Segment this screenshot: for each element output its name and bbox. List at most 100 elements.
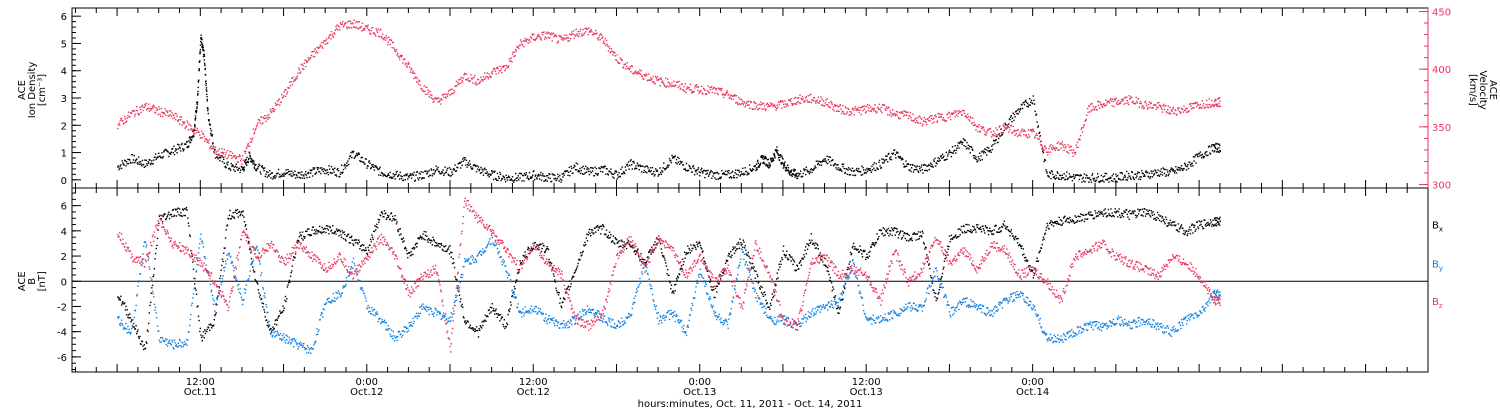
bx-point xyxy=(304,238,305,239)
density-point xyxy=(829,161,830,162)
velocity-point xyxy=(1180,111,1181,112)
bx-point xyxy=(485,321,486,322)
bx-point xyxy=(292,265,293,266)
density-point xyxy=(813,170,814,171)
bx-point xyxy=(320,231,321,232)
velocity-point xyxy=(961,114,962,115)
velocity-point xyxy=(869,105,870,106)
velocity-point xyxy=(446,97,447,98)
velocity-point xyxy=(787,103,788,104)
velocity-point xyxy=(939,116,940,117)
density-point xyxy=(1170,171,1171,172)
density-point xyxy=(1036,114,1037,115)
bx-point xyxy=(192,261,193,262)
velocity-point xyxy=(1172,108,1173,109)
bx-point xyxy=(321,233,322,234)
bx-point xyxy=(130,317,131,318)
velocity-point xyxy=(241,158,242,159)
bx-point xyxy=(487,316,488,317)
density-point xyxy=(182,148,183,149)
bx-point xyxy=(181,216,182,217)
velocity-point xyxy=(1014,130,1015,131)
bx-point xyxy=(313,233,314,234)
bx-point xyxy=(573,276,574,277)
velocity-point xyxy=(461,80,462,81)
density-point xyxy=(263,168,264,169)
velocity-point xyxy=(357,28,358,29)
bx-point xyxy=(933,290,934,291)
density-point xyxy=(1013,113,1014,114)
density-point xyxy=(328,174,329,175)
density-point xyxy=(830,157,831,158)
density-point xyxy=(721,176,722,177)
velocity-point xyxy=(1071,146,1072,147)
velocity-point xyxy=(630,71,631,72)
bx-point xyxy=(613,236,614,237)
velocity-point xyxy=(792,105,793,106)
density-point xyxy=(756,164,757,165)
velocity-point xyxy=(135,114,136,115)
density-point xyxy=(477,169,478,170)
velocity-point xyxy=(498,72,499,73)
bx-point xyxy=(730,251,731,252)
velocity-point xyxy=(793,103,794,104)
bx-point xyxy=(725,263,726,264)
velocity-point xyxy=(744,101,745,102)
density-point xyxy=(773,160,774,161)
bx-point xyxy=(586,237,587,238)
bx-point xyxy=(902,231,903,232)
velocity-point xyxy=(441,98,442,99)
bx-point xyxy=(390,218,391,219)
density-point xyxy=(1216,143,1217,144)
bx-point xyxy=(606,229,607,230)
bx-point xyxy=(178,208,179,209)
density-point xyxy=(937,160,938,161)
velocity-point xyxy=(963,110,964,111)
bx-point xyxy=(827,267,828,268)
velocity-point xyxy=(1192,107,1193,108)
bx-point xyxy=(692,248,693,249)
velocity-point xyxy=(914,119,915,120)
bx-point xyxy=(453,262,454,263)
density-point xyxy=(350,155,351,156)
density-point xyxy=(977,160,978,161)
velocity-point xyxy=(1122,100,1123,101)
bx-point xyxy=(897,231,898,232)
density-point xyxy=(958,142,959,143)
density-point xyxy=(1018,108,1019,109)
density-point xyxy=(756,167,757,168)
density-point xyxy=(491,170,492,171)
density-point xyxy=(645,171,646,172)
density-point xyxy=(128,163,129,164)
density-point xyxy=(466,160,467,161)
velocity-point xyxy=(764,105,765,106)
density-point xyxy=(623,172,624,173)
velocity-point xyxy=(538,36,539,37)
bx-point xyxy=(527,249,528,250)
density-point xyxy=(588,171,589,172)
density-point xyxy=(380,175,381,176)
velocity-point xyxy=(625,68,626,69)
bx-point xyxy=(180,215,181,216)
velocity-point xyxy=(1180,113,1181,114)
density-point xyxy=(138,156,139,157)
bx-point xyxy=(839,308,840,309)
velocity-point xyxy=(193,131,194,132)
velocity-point xyxy=(845,106,846,107)
velocity-point xyxy=(349,27,350,28)
velocity-point xyxy=(1016,133,1017,134)
velocity-point xyxy=(207,140,208,141)
density-point xyxy=(861,174,862,175)
density-point xyxy=(364,163,365,164)
density-point xyxy=(901,159,902,160)
density-point xyxy=(1117,181,1118,182)
velocity-point xyxy=(932,123,933,124)
velocity-point xyxy=(828,102,829,103)
density-point xyxy=(776,146,777,147)
velocity-point xyxy=(777,105,778,106)
velocity-point xyxy=(231,158,232,159)
velocity-point xyxy=(894,113,895,114)
density-point xyxy=(663,167,664,168)
bx-point xyxy=(287,286,288,287)
density-point xyxy=(562,173,563,174)
